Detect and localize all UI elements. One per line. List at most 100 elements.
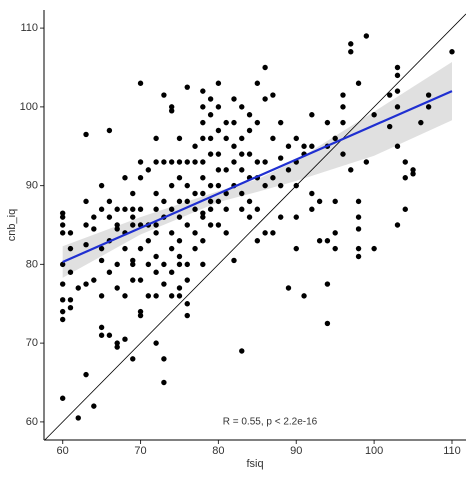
point	[262, 230, 268, 236]
point	[176, 293, 183, 299]
y-tick-label: 60	[26, 416, 38, 428]
point	[75, 415, 81, 421]
point	[246, 198, 253, 205]
point	[83, 281, 89, 287]
point	[239, 135, 245, 142]
point	[59, 230, 66, 236]
point	[324, 320, 331, 327]
identity-line	[44, 13, 466, 440]
point	[332, 135, 338, 142]
point	[277, 214, 284, 220]
point	[363, 159, 370, 165]
point	[254, 206, 261, 212]
point	[59, 308, 66, 315]
point	[161, 198, 167, 205]
point	[215, 198, 222, 205]
point	[176, 214, 183, 220]
point	[153, 222, 159, 228]
point	[215, 182, 222, 189]
point	[215, 151, 222, 157]
point	[161, 159, 167, 165]
point	[161, 356, 167, 362]
point	[176, 285, 183, 291]
point	[418, 119, 424, 126]
point	[262, 64, 268, 71]
point	[153, 159, 159, 165]
point	[207, 182, 214, 189]
point	[394, 88, 401, 94]
point	[59, 297, 66, 303]
point	[340, 151, 346, 157]
point	[184, 222, 190, 228]
point	[137, 175, 144, 181]
point	[184, 182, 190, 189]
point	[122, 206, 128, 212]
point	[192, 143, 198, 149]
point	[130, 214, 136, 220]
point	[176, 135, 183, 142]
point	[254, 80, 261, 86]
point	[309, 190, 315, 197]
point	[270, 92, 276, 98]
point	[394, 104, 401, 110]
point	[200, 104, 206, 110]
point	[246, 214, 253, 220]
point	[114, 340, 120, 346]
point	[207, 198, 214, 205]
point	[98, 257, 105, 264]
point	[83, 371, 89, 378]
point	[137, 308, 144, 315]
point	[207, 206, 214, 212]
point	[277, 182, 284, 189]
point	[262, 159, 268, 165]
point	[332, 230, 338, 236]
point	[137, 80, 144, 86]
point	[184, 198, 190, 205]
point	[137, 277, 144, 283]
point	[83, 131, 89, 138]
point	[254, 238, 261, 244]
point	[145, 238, 152, 244]
point	[215, 222, 222, 228]
point	[145, 293, 152, 299]
point	[425, 92, 432, 98]
y-tick-label: 70	[26, 337, 38, 349]
point	[340, 92, 346, 98]
point	[184, 312, 190, 319]
point	[394, 64, 401, 71]
point	[200, 210, 206, 216]
point	[348, 49, 354, 55]
point	[106, 332, 113, 338]
point	[355, 214, 362, 220]
confidence-band	[62, 61, 452, 278]
point	[262, 96, 268, 102]
point	[200, 135, 206, 142]
point	[293, 214, 299, 220]
point	[348, 167, 354, 173]
point	[176, 159, 183, 165]
point	[192, 230, 198, 236]
point	[122, 175, 128, 181]
point	[207, 112, 214, 118]
point	[239, 151, 245, 157]
point	[98, 324, 105, 331]
point	[223, 119, 229, 126]
point	[153, 340, 159, 346]
point	[355, 245, 362, 252]
point	[114, 344, 120, 350]
point	[114, 206, 120, 212]
point	[106, 269, 113, 275]
point	[114, 261, 120, 268]
point	[410, 171, 416, 177]
point	[332, 198, 338, 205]
point	[184, 261, 190, 268]
point	[176, 238, 183, 244]
point	[192, 245, 198, 252]
point	[106, 198, 113, 205]
point	[67, 297, 74, 303]
point	[153, 293, 159, 299]
point	[153, 230, 159, 236]
point	[153, 190, 159, 197]
point	[285, 143, 292, 149]
point	[168, 245, 175, 252]
